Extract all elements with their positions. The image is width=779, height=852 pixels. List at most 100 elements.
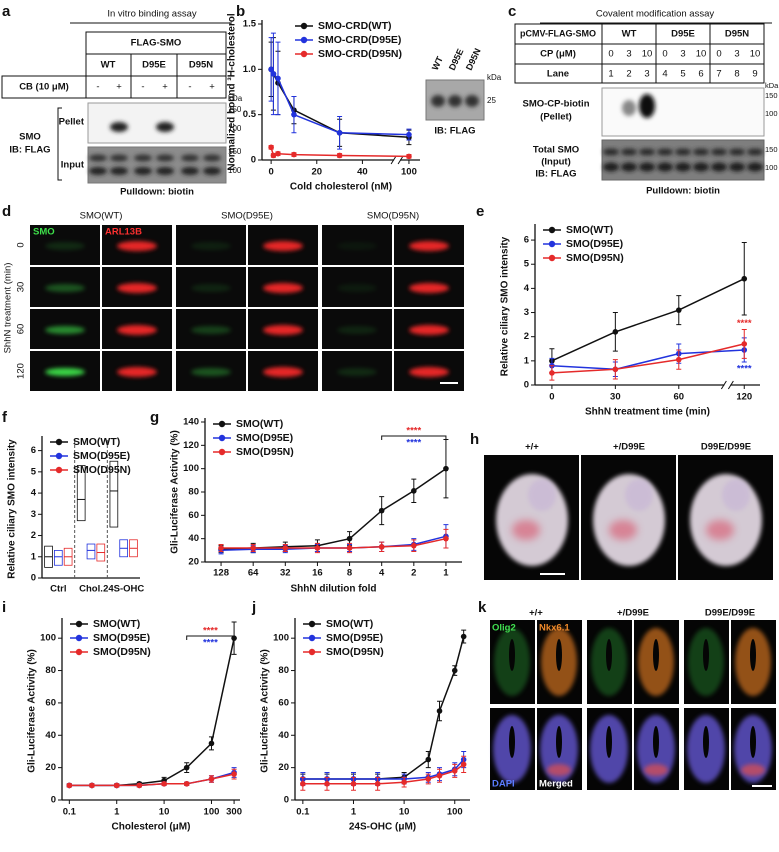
blot-band bbox=[89, 167, 107, 175]
cilium-signal bbox=[337, 242, 377, 250]
legend-label: SMO(D95E) bbox=[236, 432, 293, 444]
legend-marker bbox=[548, 226, 556, 234]
legend-marker bbox=[218, 448, 226, 456]
y-tick-label: 100 bbox=[40, 633, 56, 644]
cilium-signal bbox=[45, 242, 85, 250]
blot-band bbox=[711, 148, 727, 156]
box bbox=[109, 460, 119, 528]
row-label: Lane bbox=[547, 69, 569, 80]
channel-label: Merged bbox=[539, 779, 573, 790]
data-point bbox=[425, 776, 432, 782]
cilium-signal bbox=[191, 368, 231, 376]
x-tick-label: 100 bbox=[204, 807, 220, 818]
dose-label: 3 bbox=[734, 49, 739, 60]
blot-band bbox=[181, 167, 199, 175]
cilium-signal bbox=[117, 241, 157, 251]
legend-label: SMO(D95N) bbox=[566, 252, 624, 264]
data-point bbox=[741, 275, 748, 282]
kda-label: kDa bbox=[487, 73, 502, 82]
legend-label: SMO(D95N) bbox=[326, 646, 384, 658]
cilium-signal bbox=[337, 284, 377, 292]
row-label: 0 bbox=[16, 242, 27, 247]
data-point bbox=[436, 772, 443, 779]
blot bbox=[87, 146, 227, 184]
y-tick-label: 0 bbox=[284, 795, 289, 806]
y-tick-label: 120 bbox=[183, 440, 199, 451]
cilium-signal bbox=[191, 284, 231, 292]
x-axis-label: Cold cholesterol (nM) bbox=[290, 182, 392, 193]
data-point bbox=[275, 150, 281, 157]
lumen bbox=[703, 726, 709, 758]
legend-label: SMO(D95N) bbox=[73, 464, 131, 476]
legend-marker bbox=[75, 620, 83, 628]
row-label: Pellet bbox=[59, 117, 85, 128]
blot-band bbox=[622, 100, 636, 116]
column-label: D95N bbox=[189, 60, 213, 71]
lane-label: 9 bbox=[752, 69, 757, 80]
embryo-detail bbox=[609, 520, 637, 540]
genotype-label: +/+ bbox=[529, 608, 543, 619]
x-axis-label: ShhN treatment time (min) bbox=[585, 407, 710, 418]
y-axis-label: Gli-Luciferase Activity (%) bbox=[170, 430, 181, 554]
data-point bbox=[460, 633, 467, 640]
embryo-detail bbox=[512, 520, 540, 540]
lumen bbox=[703, 639, 709, 671]
blot-band bbox=[747, 162, 763, 172]
data-point bbox=[324, 781, 330, 787]
x-tick-label: 100 bbox=[447, 807, 463, 818]
y-tick-label: 0 bbox=[51, 795, 56, 806]
x-tick-label: 40 bbox=[357, 167, 368, 178]
panel-label: f bbox=[2, 409, 8, 426]
box bbox=[54, 550, 63, 566]
data-point bbox=[451, 768, 458, 774]
y-tick-label: 80 bbox=[45, 665, 56, 676]
data-point bbox=[374, 781, 381, 787]
data-point bbox=[406, 153, 412, 160]
data-point bbox=[183, 781, 190, 787]
legend-marker bbox=[75, 634, 83, 642]
data-point bbox=[208, 776, 215, 782]
kda-label: kDa bbox=[228, 94, 243, 103]
y-tick-label: 0 bbox=[31, 573, 36, 584]
construct-label: FLAG-SMO bbox=[131, 38, 182, 49]
legend-label: SMO(D95E) bbox=[93, 632, 150, 644]
row-label: CB (10 μM) bbox=[19, 82, 69, 93]
y-tick-label: 40 bbox=[188, 533, 199, 544]
legend-label: SMO(D95N) bbox=[236, 446, 294, 458]
y-tick-label: 100 bbox=[273, 633, 289, 644]
kda-label: kDa bbox=[765, 81, 779, 90]
x-tick-label: Chol. bbox=[79, 584, 103, 595]
column-label: SMO(WT) bbox=[80, 211, 123, 222]
significance-label: **** bbox=[203, 626, 218, 637]
sign-label: - bbox=[96, 82, 99, 93]
cilium-signal bbox=[117, 283, 157, 293]
marker-label: 25 bbox=[487, 96, 496, 105]
x-tick-label: 30 bbox=[610, 392, 621, 403]
x-tick-label: 1 bbox=[443, 568, 449, 579]
bracket bbox=[381, 435, 447, 440]
x-tick-label: 0 bbox=[549, 392, 554, 403]
y-tick-label: 0 bbox=[251, 155, 256, 166]
significance-label: **** bbox=[737, 364, 752, 375]
y-tick-label: 1 bbox=[524, 355, 530, 366]
blot-band bbox=[134, 167, 152, 175]
footer-label: Pulldown: biotin bbox=[120, 187, 194, 198]
y-tick-label: 60 bbox=[278, 697, 289, 708]
lane-label: 6 bbox=[698, 69, 703, 80]
y-tick-label: 80 bbox=[278, 665, 289, 676]
blot bbox=[87, 102, 227, 144]
table-cell bbox=[601, 63, 765, 84]
dose-label: 10 bbox=[696, 49, 707, 60]
sign-label: + bbox=[116, 82, 122, 93]
legend-label: SMO(D95E) bbox=[73, 450, 130, 462]
panel-label: b bbox=[236, 3, 245, 20]
channel-label: Olig2 bbox=[492, 623, 516, 634]
panel-label: e bbox=[476, 203, 484, 220]
axis-break bbox=[720, 380, 734, 390]
blot-band bbox=[621, 148, 637, 156]
blot-band bbox=[693, 148, 709, 156]
content: a b c d e f g h i j k In vitro binding assay FLAG-SM… bbox=[1, 3, 779, 833]
y-tick-label: 6 bbox=[31, 445, 36, 456]
y-tick-label: 5 bbox=[524, 259, 530, 270]
tissue-signal bbox=[547, 764, 571, 776]
